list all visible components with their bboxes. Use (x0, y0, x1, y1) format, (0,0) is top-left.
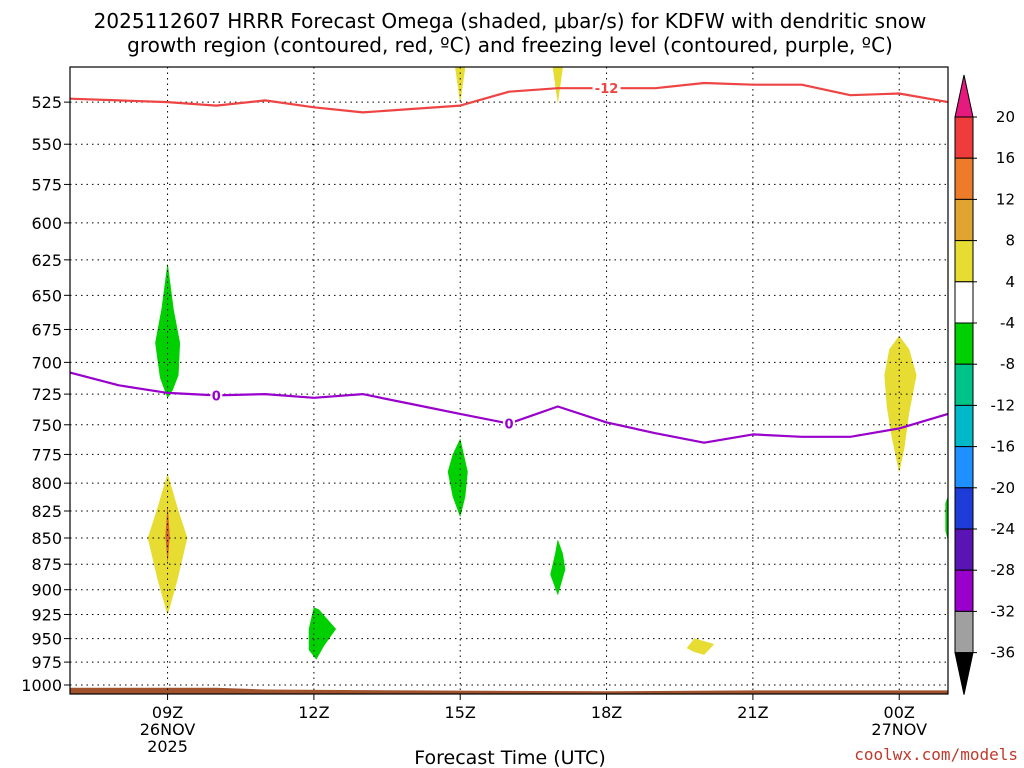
colorbar-band (954, 198, 974, 242)
colorbar-tick-label: -36 (991, 644, 1016, 662)
contour-label: 0 (504, 418, 513, 433)
colorbar-band (954, 116, 974, 159)
y-tick-label: 825 (31, 502, 62, 521)
y-tick-label: 700 (31, 353, 62, 372)
y-tick-label: 925 (31, 605, 62, 624)
contour-lines: -12 0 0 (69, 81, 949, 444)
omega-region (165, 507, 170, 562)
colorbar-band (954, 446, 974, 489)
colorbar-tick-label: -20 (991, 479, 1016, 497)
x-axis-label: Forecast Time (UTC) (414, 747, 605, 768)
contour-line (69, 81, 949, 114)
colorbar-tick-label: 8 (1005, 232, 1015, 250)
colorbar-tick-label: 4 (1005, 273, 1015, 291)
y-tick-label: 600 (31, 214, 62, 233)
omega-region (447, 438, 468, 518)
chart-title-line2: growth region (contoured, red, ºC) and f… (127, 33, 893, 57)
chart-title-line1: 2025112607 HRRR Forecast Omega (shaded, … (94, 9, 927, 33)
colorbar-tick-label: 16 (996, 149, 1015, 167)
y-axis-ticks: 525 550 575 600 625 650 675 700 725 750 775 800 825 8… (21, 93, 70, 695)
colorbar-band (954, 240, 974, 283)
omega-region (308, 607, 337, 660)
omega-region (550, 539, 566, 596)
colorbar-tick-label: -16 (991, 438, 1016, 456)
colorbar-band (954, 610, 974, 654)
plot-area (70, 67, 948, 694)
colorbar-cap-top (954, 74, 974, 118)
x-tick-date: 26NOV (140, 720, 196, 739)
colorbar-tick-label: -8 (1000, 355, 1015, 373)
gridlines (70, 67, 948, 694)
credit-label: coolwx.com/models (854, 745, 1018, 764)
colorbar-tick-label: -12 (991, 396, 1016, 414)
colorbar-band (954, 528, 974, 571)
y-tick-label: 900 (31, 581, 62, 600)
y-tick-label: 975 (31, 653, 62, 672)
x-tick-label: 21Z (737, 703, 768, 722)
colorbar-band (954, 322, 974, 365)
x-tick-label: 12Z (298, 703, 329, 722)
plot-background (70, 67, 948, 694)
y-tick-label: 525 (31, 93, 62, 112)
colorbar-band (954, 281, 974, 324)
y-tick-label: 550 (31, 135, 62, 154)
colorbar-band (954, 404, 974, 448)
colorbar-cap-bottom (954, 652, 974, 695)
colorbar-tick-label: 20 (996, 108, 1015, 126)
surface-ground (70, 687, 948, 694)
plot-border (69, 66, 949, 695)
y-tick-label: 750 (31, 416, 62, 435)
omega-shading (147, 66, 949, 660)
y-tick-label: 850 (31, 529, 62, 548)
y-tick-label: 775 (31, 445, 62, 464)
x-tick-date: 27NOV (871, 720, 927, 739)
y-tick-label: 875 (31, 555, 62, 574)
omega-colorbar: 20 16 12 8 4 -4 -8 -12 -16 -20 -24 -28 -32 -36 (954, 74, 1016, 695)
x-tick-label: 18Z (591, 703, 622, 722)
y-tick-label: 725 (31, 385, 62, 404)
contour-label-bg (592, 81, 621, 96)
colorbar-tick-label: -4 (1000, 314, 1015, 332)
colorbar-tick-label: 12 (996, 190, 1015, 208)
omega-region (884, 335, 917, 472)
y-tick-label: 800 (31, 474, 62, 493)
y-tick-label: 675 (31, 320, 62, 339)
colorbar-band (954, 569, 974, 612)
colorbar-band (954, 157, 974, 200)
contour-label: 0 (212, 389, 221, 404)
contour-label: -12 (595, 82, 619, 97)
colorbar-tick-label: -24 (991, 520, 1016, 538)
contour-label-bg (210, 388, 223, 403)
surface-fill (70, 687, 948, 694)
y-tick-label: 575 (31, 175, 62, 194)
x-tick-label: 15Z (445, 703, 476, 722)
x-tick-label: 09Z (152, 703, 183, 722)
x-tick-label: 00Z (884, 703, 915, 722)
colorbar-band (954, 487, 974, 530)
colorbar-tick-label: -28 (991, 561, 1016, 579)
y-tick-label: 950 (31, 630, 62, 649)
y-tick-label: 1000 (21, 676, 62, 695)
contour-label-bg (503, 416, 515, 431)
colorbar-band (954, 363, 974, 406)
colorbar-tick-label: -32 (991, 602, 1016, 620)
plot-frame (69, 66, 949, 695)
omega-region (686, 638, 715, 655)
x-tick-year: 2025 (147, 737, 188, 756)
y-tick-label: 625 (31, 251, 62, 270)
y-tick-label: 650 (31, 286, 62, 305)
